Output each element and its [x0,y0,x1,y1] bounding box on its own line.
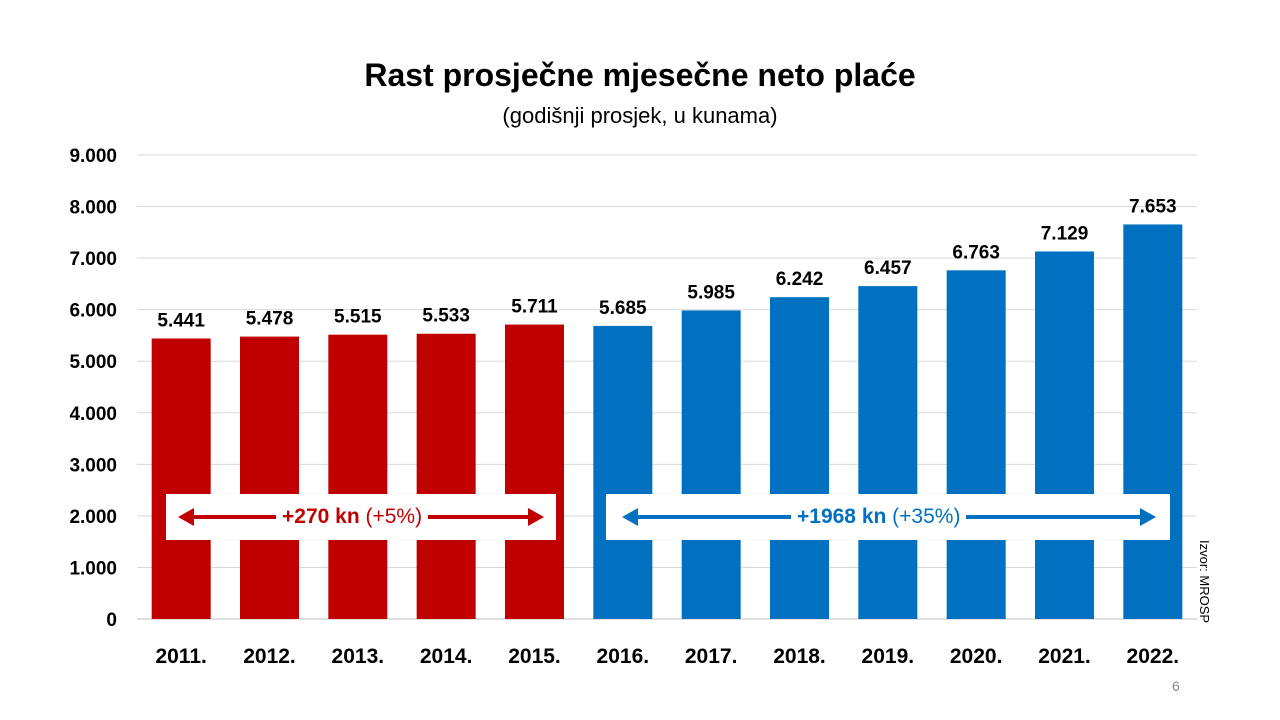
annotation-2016-2022: +1968 kn (+35%) [606,494,1170,540]
bar-2018 [770,297,829,619]
bar-2011 [151,338,211,619]
x-tick-label: 2018. [773,645,826,668]
annotation-value: +1968 kn [797,505,887,528]
arrow-right-icon [1140,508,1156,526]
y-tick-label: 6.000 [69,301,117,322]
annotation-value: +270 kn [282,505,360,528]
x-tick-label: 2017. [685,645,738,668]
y-tick-label: 9.000 [69,146,117,167]
arrow-left-icon [178,508,194,526]
x-tick-label: 2016. [597,645,650,668]
source-note: Izvor: MROSP [1197,540,1212,624]
annotation-text-blue: +1968 kn (+35%) [791,494,967,540]
data-label: 5.985 [687,282,735,303]
arrow-left-icon [622,508,638,526]
data-label: 7.129 [1041,223,1089,244]
bar-2022 [1123,224,1183,620]
chart-title: Rast prosječne mjesečne neto plaće [364,57,916,93]
y-tick-label: 2.000 [69,507,117,528]
y-tick-label: 0 [106,610,117,631]
x-tick-label: 2012. [243,645,296,668]
bar-2017 [681,310,741,619]
x-tick-label: 2015. [508,645,561,668]
x-tick-label: 2020. [950,645,1003,668]
y-tick-label: 1.000 [69,558,117,579]
annotation-percent: (+35%) [886,505,961,528]
y-tick-label: 3.000 [69,455,117,476]
data-label: 6.457 [864,258,912,279]
bar-2015 [505,324,564,619]
y-tick-label: 5.000 [69,352,117,373]
x-tick-label: 2013. [332,645,385,668]
bar-2012 [240,336,299,619]
data-label: 5.711 [511,297,558,318]
x-tick-label: 2014. [420,645,473,668]
page-number: 6 [1172,678,1180,694]
y-tick-label: 8.000 [69,198,117,219]
bar-2021 [1035,251,1094,619]
annotation-percent: (+5%) [359,505,423,528]
x-tick-label: 2019. [862,645,915,668]
x-tick-label: 2022. [1127,645,1180,668]
bar-2016 [593,325,653,619]
y-tick-label: 4.000 [69,404,117,425]
data-label: 6.763 [952,242,1000,263]
data-label: 5.441 [157,310,205,331]
bar-2013 [328,334,388,619]
bar-2019 [858,286,918,619]
data-label: 5.685 [599,298,647,319]
data-label: 5.478 [246,309,294,330]
arrow-right-icon [528,508,544,526]
x-tick-label: 2011. [155,645,206,668]
y-tick-label: 7.000 [69,249,117,270]
x-tick-label: 2021. [1038,645,1091,668]
annotation-text-red: +270 kn (+5%) [276,494,429,540]
data-label: 7.653 [1129,196,1177,217]
data-label: 5.533 [422,306,470,327]
chart-subtitle: (godišnji prosjek, u kunama) [502,103,778,128]
annotation-2011-2015: +270 kn (+5%) [166,494,556,540]
data-label: 6.242 [776,269,824,290]
bar-2014 [416,333,476,619]
bar-2020 [946,270,1006,619]
data-label: 5.515 [334,307,382,328]
